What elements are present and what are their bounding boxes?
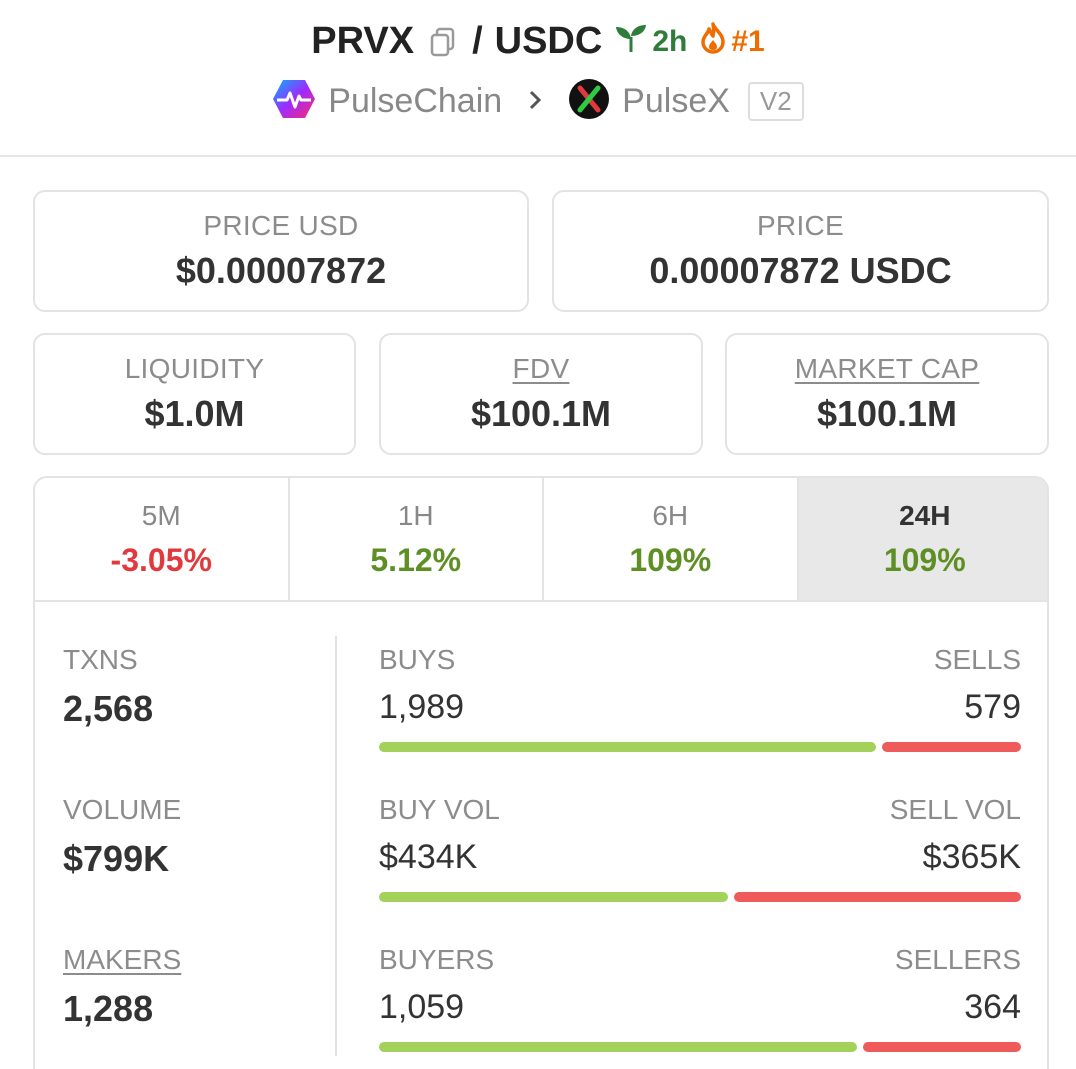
price-native-label: PRICE (756, 210, 845, 241)
buy-bar (379, 742, 877, 752)
price-change: 5.12% (370, 542, 462, 578)
buy-bar (379, 1042, 857, 1052)
column-divider (335, 636, 337, 1056)
tab-6h[interactable]: 6H 109% (544, 478, 799, 600)
buyers-value: 1,059 (379, 988, 465, 1026)
volume-ratio-bar (379, 892, 1021, 902)
volume-value: $799K (63, 838, 170, 879)
tab-label: 6H (652, 500, 689, 531)
buys-label: BUYS (379, 644, 456, 675)
buys-value: 1,989 (379, 688, 465, 726)
makers-label[interactable]: MAKERS (63, 944, 182, 975)
buyers-sellers-split: BUYERS SELLERS 1,059 364 (379, 944, 1021, 1069)
makers-metric: MAKERS 1,288 (63, 944, 323, 1069)
fdv-label[interactable]: FDV (512, 353, 570, 384)
price-usd-value: $0.00007872 (175, 250, 387, 291)
volume-label: VOLUME (63, 794, 182, 825)
market-cap-value: $100.1M (816, 393, 958, 434)
sells-label: SELLS (933, 644, 1021, 675)
sell-bar (882, 742, 1021, 752)
buys-sells-split: BUYS SELLS 1,989 579 (379, 644, 1021, 794)
liquidity-card: LIQUIDITY $1.0M (33, 333, 356, 455)
tab-label: 24H (899, 500, 951, 531)
pulsechain-logo-icon (272, 79, 316, 124)
flame-icon (699, 21, 727, 62)
buy-volume-label: BUY VOL (379, 794, 500, 825)
timeframe-tabs: 5M -3.05% 1H 5.12% 6H 109% 24H 109% (35, 478, 1047, 602)
copy-icon[interactable] (430, 27, 456, 57)
tab-5m[interactable]: 5M -3.05% (35, 478, 290, 600)
sellers-label: SELLERS (894, 944, 1021, 975)
summary-metrics: TXNS 2,568 VOLUME $799K MAKERS 1,288 (63, 644, 323, 1069)
pair-title-row: PRVX / USDC 2h (0, 20, 1076, 63)
txn-stats-panel: 5M -3.05% 1H 5.12% 6H 109% 24H 109% TXNS… (33, 476, 1049, 1069)
buy-bar (379, 892, 728, 902)
pair-separator: / (472, 20, 483, 62)
price-change: 109% (629, 542, 712, 578)
market-cap-card: MARKET CAP $100.1M (725, 333, 1049, 455)
price-change: 109% (883, 542, 966, 578)
sells-value: 579 (964, 688, 1021, 726)
price-native-value: 0.00007872 USDC (649, 250, 952, 291)
pulsex-logo-icon (568, 78, 610, 125)
txns-label: TXNS (63, 644, 138, 675)
quote-token-symbol: USDC (494, 20, 603, 62)
tab-1h[interactable]: 1H 5.12% (290, 478, 544, 600)
tab-label: 1H (397, 500, 434, 531)
sell-volume-label: SELL VOL (889, 794, 1021, 825)
pair-age: 2h (652, 24, 688, 58)
base-token-symbol: PRVX (311, 20, 415, 62)
txns-value: 2,568 (63, 688, 154, 729)
price-change: -3.05% (110, 542, 212, 578)
chain-name-link[interactable]: PulseChain (328, 82, 503, 120)
liquidity-value: $1.0M (144, 393, 245, 434)
trending-rank-badge[interactable]: #1 (699, 21, 765, 62)
chain-breadcrumb: PulseChain PulseX V2 (0, 78, 1076, 125)
market-cap-label[interactable]: MARKET CAP (794, 353, 980, 384)
price-usd-label: PRICE USD (203, 210, 359, 241)
sell-bar (862, 1042, 1021, 1052)
price-usd-card: PRICE USD $0.00007872 (33, 190, 529, 312)
buyers-ratio-bar (379, 1042, 1021, 1052)
dex-name-link[interactable]: PulseX (622, 82, 730, 120)
sell-bar (733, 892, 1021, 902)
fdv-value: $100.1M (470, 393, 612, 434)
tab-label: 5M (141, 500, 181, 531)
dex-version-badge: V2 (747, 82, 804, 121)
sell-volume-value: $365K (922, 838, 1021, 876)
buy-sell-breakdown: BUYS SELLS 1,989 579 BUY VOL SELL VOL $4… (379, 644, 1021, 1069)
buy-volume-value: $434K (379, 838, 478, 876)
seedling-icon (614, 23, 648, 61)
pair-header: PRVX / USDC 2h (0, 0, 1076, 157)
price-native-card: PRICE 0.00007872 USDC (552, 190, 1049, 312)
volume-metric: VOLUME $799K (63, 794, 323, 944)
txns-metric: TXNS 2,568 (63, 644, 323, 794)
tab-24h[interactable]: 24H 109% (798, 478, 1047, 600)
fdv-card: FDV $100.1M (379, 333, 703, 455)
chevron-right-icon (528, 85, 542, 119)
volume-split: BUY VOL SELL VOL $434K $365K (379, 794, 1021, 944)
pair-age-badge: 2h (614, 23, 687, 61)
buyers-label: BUYERS (379, 944, 495, 975)
sellers-value: 364 (964, 988, 1021, 1026)
makers-value: 1,288 (63, 988, 154, 1029)
trending-rank: #1 (731, 24, 765, 58)
buy-sell-ratio-bar (379, 742, 1021, 752)
liquidity-label: LIQUIDITY (124, 353, 265, 384)
